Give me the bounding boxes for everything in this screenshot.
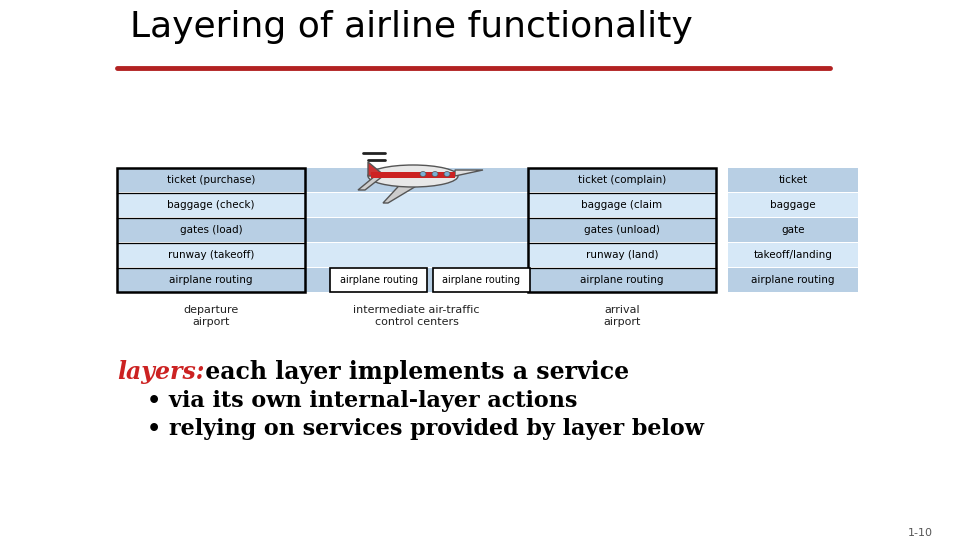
Text: gates (load): gates (load) — [180, 225, 242, 235]
Text: airplane routing: airplane routing — [443, 275, 520, 285]
Polygon shape — [368, 162, 385, 176]
Bar — [528, 168, 716, 192]
Bar — [728, 243, 858, 267]
Text: takeoff/landing: takeoff/landing — [754, 250, 832, 260]
Bar — [433, 268, 530, 292]
Bar — [305, 268, 528, 292]
Polygon shape — [455, 170, 483, 176]
Bar — [305, 168, 528, 192]
Bar — [728, 218, 858, 242]
Text: ticket (complain): ticket (complain) — [578, 175, 666, 185]
Bar — [117, 243, 305, 267]
Bar — [305, 193, 528, 217]
Text: departure
airport: departure airport — [183, 305, 239, 327]
Text: baggage (check): baggage (check) — [167, 200, 254, 210]
Text: Layering of airline functionality: Layering of airline functionality — [130, 10, 693, 44]
Bar — [330, 268, 427, 292]
Bar — [117, 218, 305, 242]
Text: ticket (purchase): ticket (purchase) — [167, 175, 255, 185]
Polygon shape — [371, 172, 455, 178]
Ellipse shape — [420, 172, 426, 177]
Bar — [117, 168, 305, 292]
Bar — [528, 268, 716, 292]
Bar — [728, 168, 858, 192]
Polygon shape — [383, 176, 433, 203]
Text: layers:: layers: — [117, 360, 204, 384]
Bar — [728, 268, 858, 292]
Text: airplane routing: airplane routing — [169, 275, 252, 285]
Bar — [305, 243, 528, 267]
Text: runway (land): runway (land) — [586, 250, 659, 260]
Text: gates (unload): gates (unload) — [584, 225, 660, 235]
Bar — [305, 218, 528, 242]
Text: each layer implements a service: each layer implements a service — [197, 360, 629, 384]
Text: ticket: ticket — [779, 175, 807, 185]
Ellipse shape — [432, 172, 438, 177]
Bar — [117, 268, 305, 292]
Text: baggage: baggage — [770, 200, 816, 210]
Bar — [728, 193, 858, 217]
Text: intermediate air-traffic
control centers: intermediate air-traffic control centers — [353, 305, 480, 327]
Bar — [117, 193, 305, 217]
Text: airplane routing: airplane routing — [340, 275, 418, 285]
Ellipse shape — [368, 165, 458, 187]
Text: airplane routing: airplane routing — [752, 275, 835, 285]
Bar — [528, 193, 716, 217]
Bar — [528, 168, 716, 292]
Polygon shape — [358, 176, 383, 190]
Text: arrival
airport: arrival airport — [603, 305, 640, 327]
Text: airplane routing: airplane routing — [580, 275, 663, 285]
Bar — [117, 168, 305, 192]
Text: • relying on services provided by layer below: • relying on services provided by layer … — [147, 418, 704, 440]
Ellipse shape — [444, 172, 450, 177]
Text: gate: gate — [781, 225, 804, 235]
Text: runway (takeoff): runway (takeoff) — [168, 250, 254, 260]
Bar — [528, 243, 716, 267]
Bar — [528, 218, 716, 242]
Text: • via its own internal-layer actions: • via its own internal-layer actions — [147, 390, 577, 412]
Text: 1-10: 1-10 — [907, 528, 932, 538]
Text: baggage (claim: baggage (claim — [582, 200, 662, 210]
